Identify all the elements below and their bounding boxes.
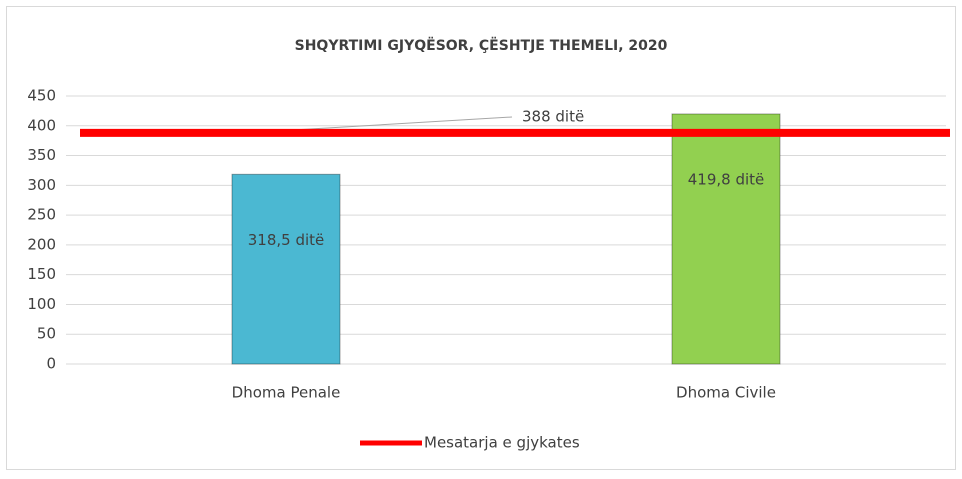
- y-tick-label: 150: [27, 265, 56, 283]
- x-tick-label: Dhoma Civile: [676, 384, 776, 402]
- leader-line: [294, 116, 513, 131]
- x-tick-label: Dhoma Penale: [232, 384, 341, 402]
- y-tick-label: 300: [27, 176, 56, 194]
- y-tick-label: 350: [27, 146, 56, 164]
- y-tick-label: 100: [27, 295, 56, 313]
- legend-label: Mesatarja e gjykates: [424, 434, 580, 452]
- y-tick-label: 400: [27, 116, 56, 134]
- y-tick-label: 200: [27, 235, 56, 253]
- y-tick-label: 50: [37, 325, 56, 343]
- bar: [231, 173, 341, 365]
- bar: [671, 113, 781, 365]
- chart-frame: [6, 6, 956, 470]
- chart-title: SHQYRTIMI GJYQËSOR, ÇËSHTJE THEMELI, 202…: [295, 37, 668, 54]
- data-label: 318,5 ditë: [248, 231, 325, 249]
- y-tick-label: 0: [46, 355, 56, 373]
- reference-label: 388 ditë: [522, 108, 584, 126]
- data-label: 419,8 ditë: [688, 170, 765, 188]
- y-tick-label: 250: [27, 206, 56, 224]
- y-tick-label: 450: [27, 87, 56, 105]
